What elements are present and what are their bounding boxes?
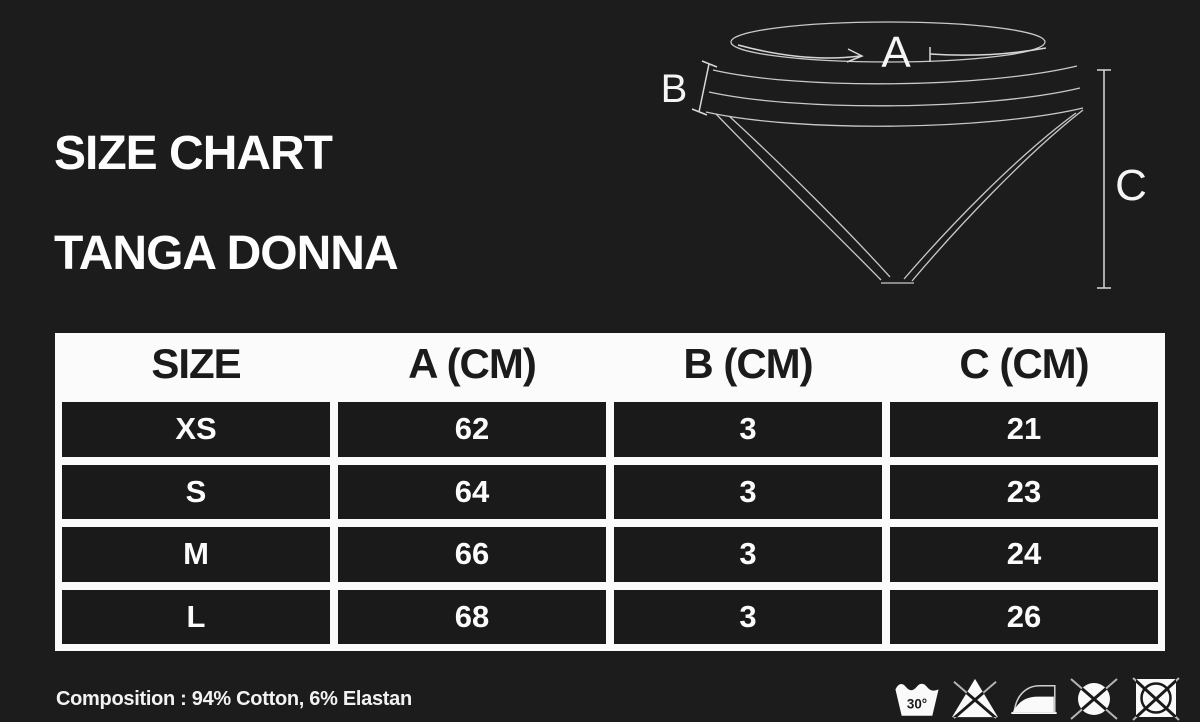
cell-a-s: 64 [338, 464, 606, 519]
measurement-lines [691, 44, 1111, 289]
thong-measurement-diagram: A B C [661, 21, 1147, 289]
cell-c-xs: 21 [890, 402, 1158, 457]
cell-b-xs: 3 [614, 402, 882, 457]
size-table: SIZE A (CM) B (CM) C (CM) XS 62 3 21 S 6… [55, 333, 1165, 651]
b-measure-line [698, 63, 710, 113]
a-line-right [929, 47, 1047, 56]
product-title: TANGA DONNA [54, 227, 399, 280]
cell-c-m: 24 [890, 527, 1158, 582]
measure-label-a: A [881, 28, 911, 77]
cell-b-l: 3 [614, 589, 882, 644]
col-header-size: SIZE [151, 339, 241, 387]
cell-c-l: 26 [890, 589, 1158, 644]
page-title: SIZE CHART [54, 127, 333, 180]
col-header-b-cm: B (CM) [683, 339, 813, 387]
care-symbols: 30° [894, 674, 1182, 722]
cell-size-xs: XS [62, 402, 330, 457]
composition-note: Composition : 94% Cotton, 6% Elastan [56, 688, 412, 710]
cell-a-xs: 62 [338, 402, 606, 457]
do-not-tumble-dry-icon [1132, 677, 1180, 721]
col-header-a-cm: A (CM) [408, 339, 537, 387]
garment-outline-icon [705, 21, 1084, 284]
col-header-c-cm: C (CM) [959, 339, 1089, 387]
cell-a-m: 66 [338, 527, 606, 582]
cell-size-m: M [62, 527, 330, 582]
cell-size-s: S [62, 464, 330, 519]
a-arrowhead-icon [846, 48, 864, 63]
cell-size-l: L [62, 589, 330, 644]
wash-30-icon: 30° [895, 683, 939, 716]
cell-b-s: 3 [614, 464, 882, 519]
cell-a-l: 68 [338, 589, 606, 644]
b-tick-bottom [691, 108, 708, 116]
do-not-bleach-icon [952, 678, 998, 719]
b-tick-top [701, 60, 718, 68]
cell-b-m: 3 [614, 527, 882, 582]
wash-temp-label: 30° [907, 697, 927, 712]
iron-icon [1011, 684, 1057, 715]
a-arrow-line [737, 44, 861, 59]
measure-label-c: C [1115, 161, 1147, 210]
measure-label-b: B [661, 67, 688, 111]
cell-c-s: 23 [890, 464, 1158, 519]
do-not-dry-clean-icon [1070, 678, 1118, 720]
